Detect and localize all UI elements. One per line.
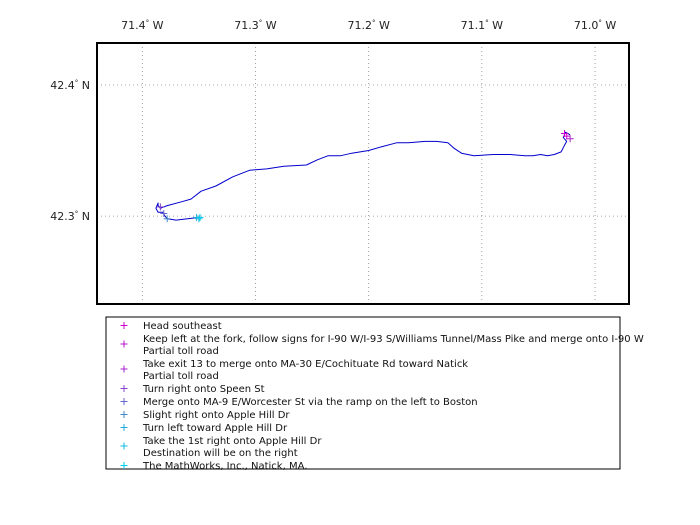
legend-item: Slight right onto Apple Hill Dr bbox=[120, 410, 290, 421]
waypoint-marker bbox=[566, 135, 574, 143]
legend-label: Keep left at the fork, follow signs for … bbox=[143, 334, 644, 345]
legend-marker-icon bbox=[120, 398, 128, 405]
waypoint-marker bbox=[160, 210, 168, 218]
legend-item: Turn right onto Speen St bbox=[120, 384, 265, 395]
longitude-label: 71.1° W bbox=[461, 19, 503, 32]
legend-marker-icon bbox=[120, 442, 128, 450]
longitude-label: 71.0° W bbox=[574, 19, 616, 32]
legend-item: Take exit 13 to merge onto MA-30 E/Cochi… bbox=[120, 359, 468, 382]
latitude-labels: 42.4° N 42.3° N bbox=[50, 79, 90, 223]
waypoint-marker bbox=[195, 215, 203, 223]
longitude-label: 71.4° W bbox=[121, 19, 163, 32]
longitude-label: 71.2° W bbox=[347, 19, 389, 32]
legend-marker-icon bbox=[120, 385, 128, 392]
waypoint-marker bbox=[156, 203, 164, 211]
legend-label: Turn left toward Apple Hill Dr bbox=[142, 423, 288, 434]
legend-marker-icon bbox=[120, 411, 128, 418]
legend-item: Keep left at the fork, follow signs for … bbox=[120, 334, 644, 357]
longitude-labels: 71.4° W 71.3° W 71.2° W 71.1° W 71.0° W bbox=[121, 19, 616, 32]
legend-label: Merge onto MA-9 E/Worcester St via the r… bbox=[143, 397, 478, 408]
legend-item: Head southeast bbox=[120, 321, 222, 332]
legend-item: Take the 1st right onto Apple Hill DrDes… bbox=[120, 436, 322, 459]
waypoint-markers bbox=[156, 129, 574, 223]
legend-label: Destination will be on the right bbox=[143, 448, 298, 459]
legend-marker-icon bbox=[120, 365, 128, 373]
legend-label: Partial toll road bbox=[143, 371, 219, 382]
legend-item: The MathWorks, Inc., Natick, MA. bbox=[120, 461, 307, 472]
waypoint-marker bbox=[560, 129, 568, 137]
route-line bbox=[155, 131, 571, 221]
legend-label: The MathWorks, Inc., Natick, MA. bbox=[142, 461, 307, 472]
legend-label: Head southeast bbox=[143, 321, 222, 332]
latitude-label: 42.4° N bbox=[50, 79, 90, 92]
latitude-label: 42.3° N bbox=[50, 210, 90, 223]
legend-label: Take exit 13 to merge onto MA-30 E/Cochi… bbox=[142, 359, 468, 370]
legend-marker-icon bbox=[120, 322, 128, 329]
legend-item: Merge onto MA-9 E/Worcester St via the r… bbox=[120, 397, 478, 408]
legend-box bbox=[105, 316, 621, 470]
waypoint-marker bbox=[163, 215, 171, 223]
legend-label: Slight right onto Apple Hill Dr bbox=[143, 410, 290, 421]
longitude-label: 71.3° W bbox=[234, 19, 276, 32]
waypoint-marker bbox=[196, 213, 204, 221]
graticule-grid bbox=[97, 43, 629, 304]
legend-marker-icon bbox=[120, 340, 128, 348]
legend-label: Take the 1st right onto Apple Hill Dr bbox=[142, 436, 322, 447]
legend-label: Turn right onto Speen St bbox=[142, 384, 265, 395]
legend-label: Partial toll road bbox=[143, 346, 219, 357]
map-frame bbox=[96, 42, 630, 305]
legend-item: Turn left toward Apple Hill Dr bbox=[120, 423, 288, 434]
legend-marker-icon bbox=[120, 462, 128, 469]
legend: Head southeast Keep left at the fork, fol… bbox=[120, 321, 644, 472]
legend-marker-icon bbox=[120, 424, 128, 431]
